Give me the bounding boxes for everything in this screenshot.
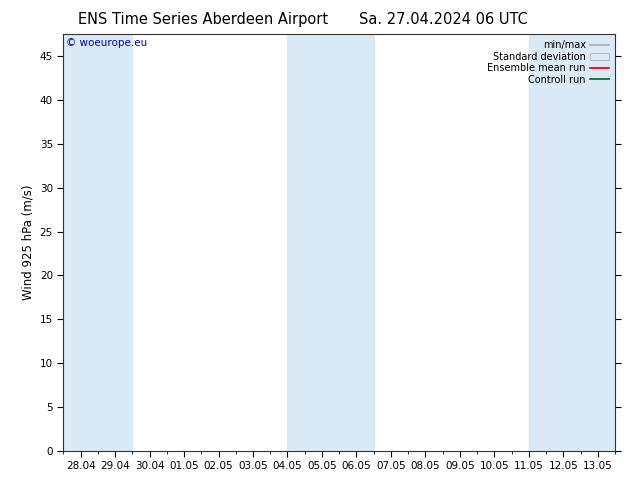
Bar bbox=[287, 34, 373, 451]
Bar bbox=[529, 34, 615, 451]
Y-axis label: Wind 925 hPa (m/s): Wind 925 hPa (m/s) bbox=[21, 185, 34, 300]
Text: ENS Time Series Aberdeen Airport: ENS Time Series Aberdeen Airport bbox=[78, 12, 328, 27]
Text: © woeurope.eu: © woeurope.eu bbox=[66, 38, 148, 49]
Legend: min/max, Standard deviation, Ensemble mean run, Controll run: min/max, Standard deviation, Ensemble me… bbox=[483, 36, 613, 88]
Bar bbox=[63, 34, 133, 451]
Text: Sa. 27.04.2024 06 UTC: Sa. 27.04.2024 06 UTC bbox=[359, 12, 528, 27]
